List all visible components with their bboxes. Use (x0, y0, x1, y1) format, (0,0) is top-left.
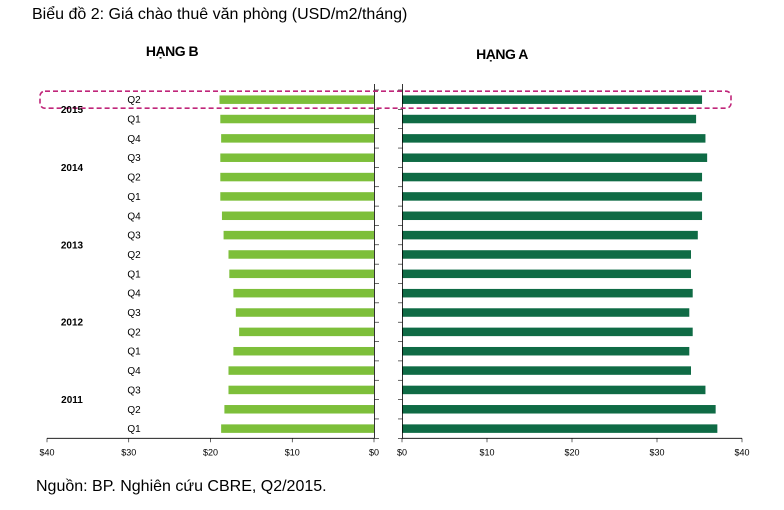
bar-hang-a-2014-q2 (402, 172, 703, 182)
bar-hang-b-2011-q1 (221, 424, 374, 433)
quarter-label: Q3 (127, 231, 141, 242)
x-tick-label-left: $30 (121, 447, 136, 457)
bar-hang-a-2014-q4 (402, 134, 706, 143)
year-label: 2014 (61, 163, 84, 174)
bar-hang-b-2014-q4 (221, 134, 374, 143)
bar-hang-b-2013-q4 (221, 211, 374, 221)
bar-hang-a-2012-q3 (402, 308, 690, 317)
bar-hang-a-2013-q4 (402, 211, 703, 221)
bar-hang-b-2013-q1 (229, 269, 374, 279)
quarter-label: Q3 (127, 153, 141, 164)
bar-hang-a-2011-q4 (402, 366, 691, 375)
quarter-label: Q1 (127, 192, 141, 203)
bar-hang-a-2012-q1 (402, 346, 690, 356)
year-label: 2012 (61, 318, 84, 329)
bar-hang-b-2011-q4 (228, 366, 374, 375)
quarter-label: Q2 (127, 405, 141, 416)
labels-group: $40 $30 $20 $10 $0 $0 $10 $20 $30 $40 Q2 Q1 Q4 Q3 Q2 Q1… (39, 95, 749, 457)
quarter-label: Q4 (127, 366, 141, 377)
bar-hang-b-2014-q3 (220, 153, 374, 162)
bar-hang-a-2011-q1 (402, 424, 718, 433)
chart-title: Biểu đồ 2: Giá chào thuê văn phòng (USD/… (32, 6, 408, 23)
axes-group (39, 84, 743, 443)
bar-hang-a-2015-q1 (402, 114, 697, 124)
x-tick-label-left: $0 (369, 447, 379, 457)
bar-hang-a-2012-q4 (402, 288, 693, 298)
bar-hang-b-2012-q4 (233, 288, 374, 298)
x-tick-label-left: $40 (39, 447, 54, 457)
source-note: Nguồn: BP. Nghiên cứu CBRE, Q2/2015. (36, 478, 327, 495)
bar-hang-a-2013-q1 (402, 269, 691, 279)
quarter-label: Q2 (127, 173, 141, 184)
header-hang-a: HẠNG A (476, 46, 528, 62)
bar-hang-a-2011-q2 (402, 405, 716, 414)
bar-hang-b-2011-q2 (224, 405, 374, 414)
quarter-label: Q2 (127, 95, 141, 106)
bar-hang-a-2012-q2 (402, 327, 693, 337)
quarter-label: Q2 (127, 250, 141, 261)
bar-hang-b-2012-q3 (235, 308, 374, 317)
quarter-label: Q4 (127, 211, 141, 222)
x-tick-label-right: $0 (397, 447, 407, 457)
quarter-label: Q1 (127, 424, 141, 435)
bar-hang-a-2015-q2 (402, 95, 703, 104)
highlight-box (39, 90, 732, 109)
x-tick-label-right: $30 (649, 447, 664, 457)
x-tick-label-right: $20 (564, 447, 579, 457)
bar-hang-a-2013-q3 (402, 230, 698, 240)
quarter-label: Q3 (127, 308, 141, 319)
bar-hang-b-2013-q2 (228, 250, 374, 259)
bar-hang-b-2015-q2 (219, 95, 374, 104)
quarter-label: Q2 (127, 327, 141, 338)
x-tick-label-right: $10 (479, 447, 494, 457)
bar-hang-a-2011-q3 (402, 385, 706, 395)
bar-hang-a-2014-q1 (402, 192, 703, 201)
bars-group (219, 95, 718, 433)
bar-hang-b-2011-q3 (228, 385, 374, 395)
bar-hang-a-2014-q3 (402, 153, 708, 162)
bar-hang-b-2013-q3 (223, 230, 374, 240)
quarter-label: Q1 (127, 115, 141, 126)
x-tick-label-left: $10 (285, 447, 300, 457)
header-hang-b: HẠNG B (146, 43, 199, 59)
quarter-label: Q1 (127, 347, 141, 358)
bar-hang-b-2015-q1 (220, 114, 374, 124)
quarter-label: Q3 (127, 385, 141, 396)
quarter-label: Q4 (127, 289, 141, 300)
quarter-label: Q1 (127, 269, 141, 280)
bar-hang-b-2012-q2 (239, 327, 374, 337)
bar-hang-b-2012-q1 (233, 346, 374, 356)
x-tick-label-right: $40 (734, 447, 749, 457)
bar-hang-b-2014-q2 (220, 172, 374, 182)
bar-hang-b-2014-q1 (220, 192, 374, 201)
quarter-label: Q4 (127, 134, 141, 145)
bar-hang-a-2013-q2 (402, 250, 691, 259)
year-label: 2015 (61, 105, 84, 116)
year-label: 2011 (61, 395, 83, 406)
x-tick-label-left: $20 (203, 447, 218, 457)
year-label: 2013 (61, 240, 84, 251)
